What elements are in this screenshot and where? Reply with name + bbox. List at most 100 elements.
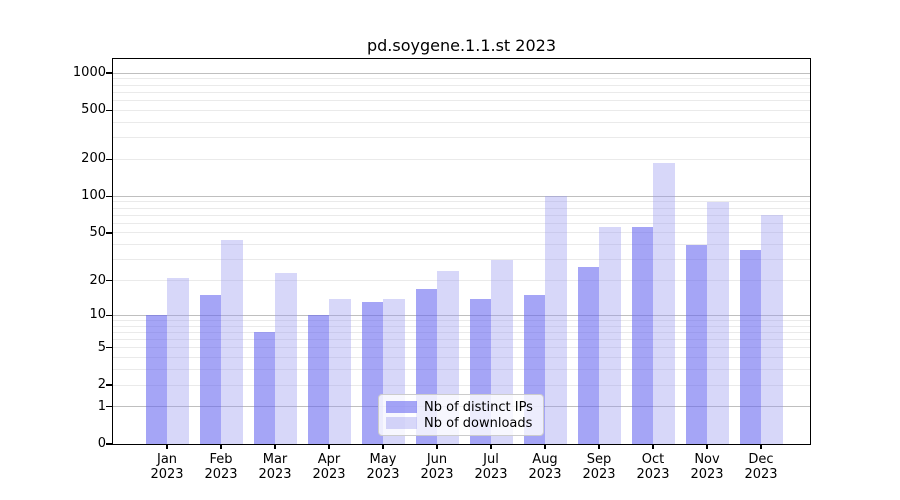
bar-downloads-jan — [167, 278, 189, 444]
gridline-10 — [113, 314, 810, 316]
x-tick-month: Jul — [483, 452, 499, 467]
gridline-300 — [113, 137, 810, 139]
x-tick-year: 2023 — [690, 467, 724, 482]
x-tick-mark-mar — [274, 444, 276, 450]
x-tick-year: 2023 — [204, 467, 238, 482]
gridline-3 — [113, 369, 810, 371]
y-tick-mark-0 — [106, 443, 113, 445]
legend-swatch-distinct-ips — [386, 401, 417, 413]
x-tick-mark-feb — [220, 444, 222, 450]
legend-item-distinct-ips: Nb of distinct IPs — [386, 399, 537, 415]
x-tick-year: 2023 — [636, 467, 670, 482]
x-tick-label-aug: Aug 2023 — [513, 452, 577, 482]
bar-distinct-ips-apr — [307, 315, 329, 444]
bar-distinct-ips-may — [361, 302, 383, 444]
gridline-80 — [113, 207, 810, 209]
gridline-200 — [113, 158, 810, 160]
x-tick-label-oct: Oct 2023 — [621, 452, 685, 482]
x-tick-month: Mar — [262, 452, 288, 467]
x-tick-month: Aug — [532, 452, 558, 467]
y-tick-label-5: 5 — [97, 339, 106, 355]
bar-distinct-ips-nov — [685, 244, 707, 444]
y-tick-label-1000: 1000 — [72, 65, 106, 81]
x-tick-mark-oct — [652, 444, 654, 450]
x-tick-label-dec: Dec 2023 — [729, 452, 793, 482]
y-tick-mark-10 — [106, 314, 113, 316]
gridline-1000 — [113, 72, 810, 74]
chart-title: pd.soygene.1.1.st 2023 — [366, 36, 556, 55]
x-tick-year: 2023 — [582, 467, 616, 482]
bar-downloads-nov — [707, 201, 729, 444]
x-tick-year: 2023 — [312, 467, 346, 482]
x-tick-label-jun: Jun 2023 — [405, 452, 469, 482]
x-tick-year: 2023 — [366, 467, 400, 482]
x-tick-label-jan: Jan 2023 — [135, 452, 199, 482]
bar-distinct-ips-jan — [145, 315, 168, 444]
x-tick-mark-jan — [166, 444, 168, 450]
bar-downloads-aug — [545, 196, 567, 444]
gridline-20 — [113, 280, 810, 282]
legend-label-distinct-ips: Nb of distinct IPs — [424, 399, 533, 415]
x-tick-label-may: May 2023 — [351, 452, 415, 482]
gridline-60 — [113, 222, 810, 224]
y-tick-mark-1 — [106, 406, 113, 408]
gridline-100 — [113, 195, 810, 197]
gridline-400 — [113, 121, 810, 123]
legend: Nb of distinct IPs Nb of downloads — [378, 394, 544, 436]
x-tick-month: Nov — [694, 452, 720, 467]
gridline-900 — [113, 78, 810, 80]
y-tick-label-20: 20 — [89, 272, 106, 288]
legend-swatch-downloads — [386, 417, 417, 429]
x-tick-label-feb: Feb 2023 — [189, 452, 253, 482]
gridline-2 — [113, 384, 810, 386]
bar-downloads-mar — [275, 273, 297, 444]
x-tick-mark-jun — [436, 444, 438, 450]
x-tick-label-jul: Jul 2023 — [459, 452, 523, 482]
bar-distinct-ips-feb — [199, 295, 222, 444]
x-tick-month: Jan — [156, 452, 178, 467]
gridline-30 — [113, 259, 810, 261]
x-tick-mark-apr — [328, 444, 330, 450]
y-tick-mark-20 — [106, 279, 113, 282]
x-tick-mark-nov — [706, 444, 708, 450]
y-tick-mark-50 — [106, 232, 113, 234]
bar-distinct-ips-dec — [739, 250, 761, 444]
bar-downloads-apr — [329, 298, 351, 444]
y-tick-label-500: 500 — [81, 102, 106, 118]
x-tick-label-sep: Sep 2023 — [567, 452, 631, 482]
y-tick-label-10: 10 — [89, 307, 106, 323]
x-tick-mark-aug — [544, 444, 546, 450]
gridline-4 — [113, 357, 810, 359]
y-tick-mark-100 — [106, 195, 113, 197]
x-tick-year: 2023 — [744, 467, 778, 482]
plot-area — [113, 59, 810, 444]
bar-downloads-oct — [653, 163, 675, 444]
x-tick-mark-sep — [598, 444, 600, 450]
gridline-6 — [113, 339, 810, 341]
gridline-600 — [113, 99, 810, 101]
gridline-90 — [113, 201, 810, 203]
bar-distinct-ips-sep — [577, 267, 599, 444]
x-tick-mark-may — [382, 444, 384, 450]
x-tick-month: May — [369, 452, 397, 467]
y-tick-mark-500 — [106, 109, 113, 111]
x-tick-mark-jul — [490, 444, 492, 450]
bar-downloads-sep — [599, 226, 621, 444]
x-tick-year: 2023 — [420, 467, 454, 482]
y-tick-mark-2 — [106, 384, 113, 386]
gridline-7 — [113, 331, 810, 333]
bar-distinct-ips-mar — [253, 332, 275, 444]
x-tick-month: Oct — [641, 452, 665, 467]
y-tick-mark-200 — [106, 158, 113, 160]
bar-distinct-ips-oct — [631, 226, 653, 444]
gridline-9 — [113, 319, 810, 321]
gridline-40 — [113, 244, 810, 246]
x-tick-year: 2023 — [474, 467, 508, 482]
gridline-70 — [113, 214, 810, 216]
x-tick-mark-dec — [760, 444, 762, 450]
gridline-50 — [113, 232, 810, 234]
bar-downloads-dec — [761, 215, 783, 444]
y-tick-label-200: 200 — [81, 151, 106, 167]
legend-item-downloads: Nb of downloads — [386, 415, 537, 431]
